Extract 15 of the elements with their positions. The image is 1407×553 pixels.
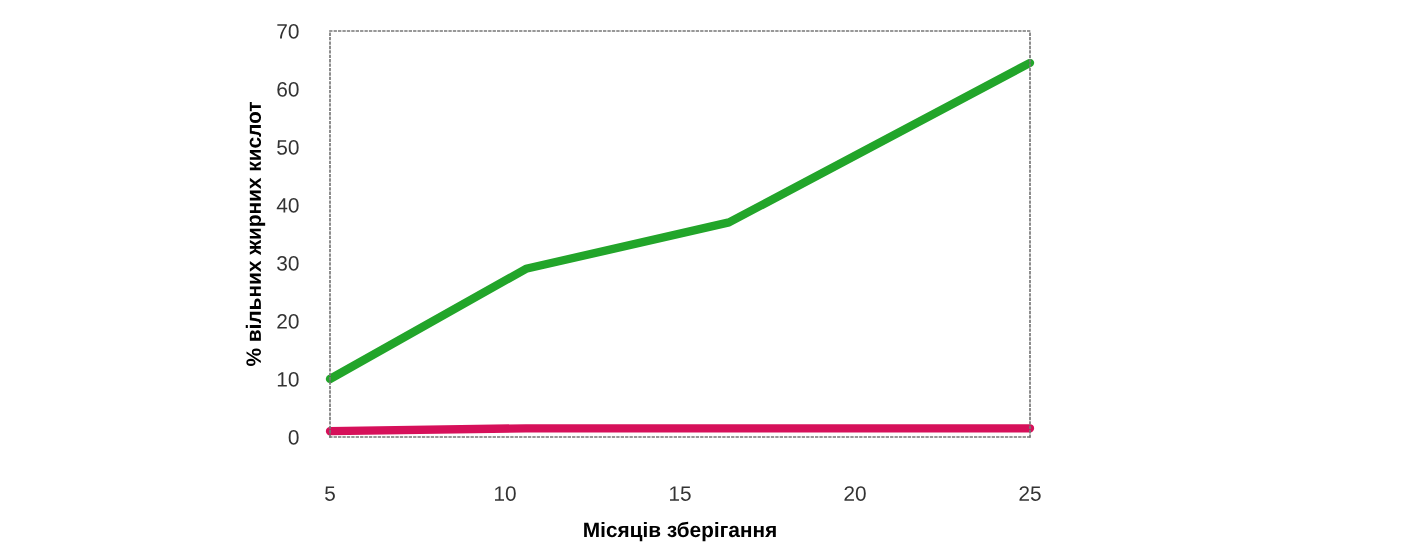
x-tick-label: 5	[325, 486, 335, 501]
y-tick-label: 0	[288, 430, 299, 445]
y-tick-label: 60	[277, 82, 299, 97]
x-tick-label: 15	[670, 486, 691, 501]
x-tick-label: 25	[1019, 486, 1041, 501]
y-tick-label: 50	[277, 140, 299, 155]
y-tick-label: 20	[277, 314, 299, 329]
y-tick-label: 70	[277, 24, 299, 39]
y-tick-label: 30	[277, 256, 299, 271]
y-tick-label: 40	[276, 198, 299, 213]
x-axis-title: Місяців зберігання	[584, 521, 776, 542]
x-tick-label: 20	[844, 486, 866, 501]
x-tick-label: 10	[495, 486, 516, 501]
y-tick-label: 10	[277, 372, 299, 387]
y-axis-title: % вільних жирних кислот	[245, 102, 266, 366]
